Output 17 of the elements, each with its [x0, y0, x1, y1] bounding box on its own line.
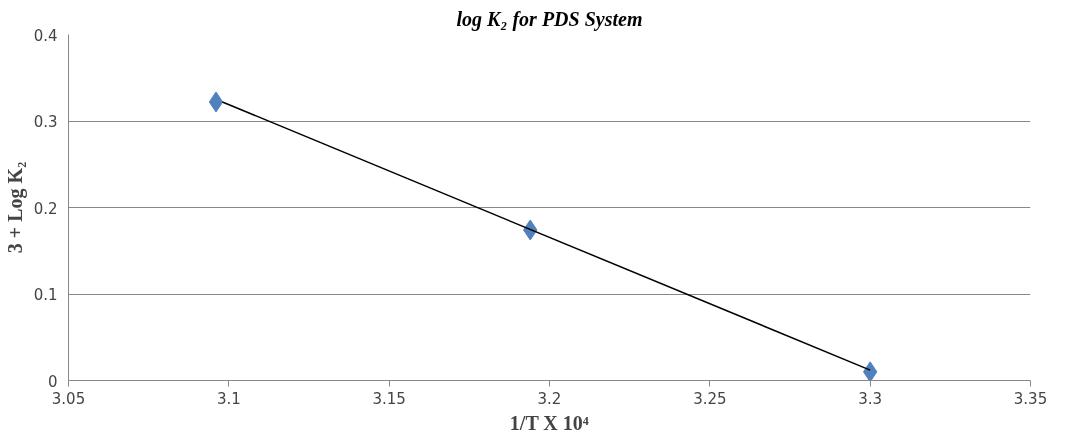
x-tick-label: 3.35 — [1013, 389, 1048, 408]
x-axis-title: 1/T X 10⁴ — [509, 411, 589, 434]
chart-title: log K₂ for PDS System — [456, 7, 643, 31]
point — [208, 91, 224, 113]
y-tick-label: 0.4 — [33, 26, 58, 45]
x-tick-label: 3.05 — [51, 389, 86, 408]
x-tick-label: 3.15 — [372, 389, 406, 408]
point — [863, 361, 878, 381]
y-tick-label: 0 — [47, 372, 58, 391]
y-axis-title: 3 + Log K₂ — [3, 161, 27, 254]
x-tick-label: 3.3 — [858, 389, 883, 408]
y-tick-label: 0.3 — [33, 113, 58, 131]
x-tick-label: 3.25 — [693, 389, 727, 408]
y-tick-label: 0.2 — [33, 199, 58, 218]
x-tick-label: 3.2 — [537, 389, 562, 408]
y-tick-label: 0.1 — [33, 286, 58, 304]
x-tick-label: 3.1 — [216, 389, 241, 408]
